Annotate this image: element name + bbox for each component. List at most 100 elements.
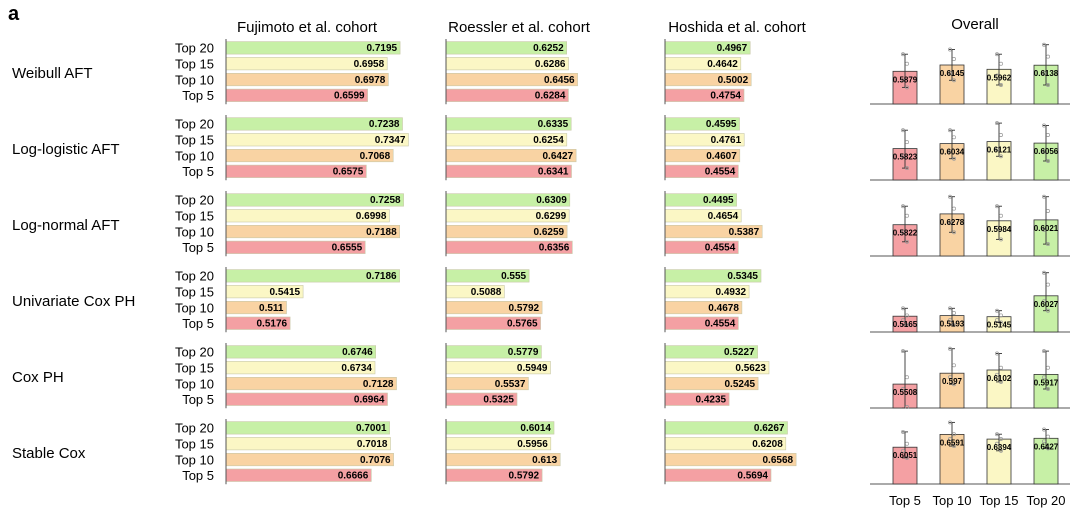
- sample-point: [905, 313, 909, 318]
- value-label: 0.6958: [354, 59, 385, 70]
- overall-title: Overall: [951, 16, 999, 33]
- sample-point: [995, 121, 999, 126]
- sample-point: [948, 71, 952, 76]
- overall-value-label: 0.6394: [987, 443, 1012, 452]
- value-label: 0.5325: [483, 395, 514, 406]
- value-label: 0.5537: [495, 379, 526, 390]
- value-label: 0.4654: [708, 211, 739, 222]
- value-label: 0.7018: [357, 439, 388, 450]
- sample-point: [995, 318, 999, 323]
- value-label: 0.6666: [338, 471, 369, 482]
- tick-label-top-5: Top 5: [182, 88, 214, 103]
- sample-point: [952, 78, 956, 83]
- sample-point: [948, 149, 952, 154]
- value-label: 0.7001: [356, 423, 387, 434]
- value-label: 0.7195: [367, 43, 398, 54]
- value-label: 0.6427: [543, 151, 574, 162]
- sample-point: [948, 128, 952, 133]
- value-label: 0.6335: [538, 119, 569, 130]
- value-label: 0.6746: [342, 347, 373, 358]
- sample-point: [948, 194, 952, 199]
- tick-label-top-10: Top 10: [175, 376, 214, 391]
- sample-point: [999, 437, 1003, 441]
- overall-bar-cox-ph-top-10: [939, 372, 965, 409]
- value-label: 0.4554: [705, 319, 736, 330]
- model-label-log-logistic-aft: Log-logistic AFT: [12, 141, 120, 158]
- value-label: 0.6267: [754, 423, 785, 434]
- sample-point: [952, 432, 956, 437]
- value-label: 0.5176: [257, 319, 288, 330]
- sample-point: [1042, 427, 1046, 432]
- value-label: 0.4642: [707, 59, 738, 70]
- value-label: 0.555: [501, 271, 526, 282]
- sample-point: [999, 448, 1003, 453]
- value-label: 0.6575: [333, 167, 364, 178]
- overall-value-label: 0.597: [942, 377, 963, 386]
- value-label: 0.6998: [356, 211, 387, 222]
- sample-point: [952, 444, 956, 449]
- value-label: 0.6456: [544, 75, 575, 86]
- sample-point: [1042, 349, 1046, 354]
- sample-point: [995, 372, 999, 377]
- value-label: 0.6568: [763, 455, 794, 466]
- sample-point: [901, 448, 905, 453]
- sample-point: [999, 133, 1003, 137]
- value-label: 0.4554: [705, 243, 736, 254]
- tick-label-top-15: Top 15: [175, 133, 214, 148]
- sample-point: [948, 220, 952, 225]
- value-label: 0.7128: [363, 379, 394, 390]
- sample-point: [999, 313, 1003, 318]
- sample-point: [999, 365, 1003, 370]
- tick-label-top-15: Top 15: [175, 209, 214, 224]
- tick-label-top-10: Top 10: [175, 72, 214, 87]
- value-label: 0.6299: [536, 211, 567, 222]
- sample-point: [1046, 159, 1050, 163]
- sample-point: [948, 346, 952, 351]
- sample-point: [905, 166, 909, 171]
- overall-value-label: 0.5165: [893, 320, 918, 329]
- sample-point: [905, 61, 909, 66]
- tick-label-top-15: Top 15: [175, 360, 214, 375]
- sample-point: [901, 204, 905, 209]
- sample-point: [1046, 83, 1050, 87]
- sample-point: [995, 204, 999, 209]
- sample-point: [1042, 227, 1046, 232]
- sample-point: [1046, 308, 1050, 313]
- sample-point: [905, 375, 909, 380]
- sample-point: [905, 239, 909, 244]
- overall-tick-top-20: Top 20: [1026, 493, 1065, 508]
- sample-point: [952, 57, 956, 61]
- value-label: 0.6978: [355, 75, 386, 86]
- value-label: 0.5694: [737, 471, 768, 482]
- overall-value-label: 0.6021: [1034, 224, 1059, 233]
- sample-point: [995, 73, 999, 78]
- value-label: 0.7076: [360, 455, 391, 466]
- value-label: 0.5002: [718, 75, 749, 86]
- sample-point: [995, 52, 999, 57]
- tick-label-top-10: Top 10: [175, 300, 214, 315]
- value-label: 0.5227: [724, 347, 755, 358]
- value-label: 0.7188: [366, 227, 397, 238]
- value-label: 0.5792: [509, 471, 540, 482]
- tick-label-top-10: Top 10: [175, 224, 214, 239]
- sample-point: [952, 135, 956, 140]
- tick-label-top-15: Top 15: [175, 436, 214, 451]
- sample-point: [995, 225, 999, 230]
- overall-value-label: 0.6056: [1034, 147, 1059, 156]
- tick-label-top-10: Top 10: [175, 452, 214, 467]
- sample-point: [901, 128, 905, 133]
- tick-label-top-5: Top 5: [182, 316, 214, 331]
- value-label: 0.6259: [534, 227, 565, 238]
- overall-value-label: 0.5145: [987, 321, 1012, 330]
- model-label-log-normal-aft: Log-normal AFT: [12, 217, 120, 234]
- model-label-univariate-cox-ph: Univariate Cox PH: [12, 293, 135, 310]
- cohort-title-roessler: Roessler et al. cohort: [448, 19, 591, 36]
- sample-point: [905, 405, 909, 409]
- sample-point: [1042, 71, 1046, 76]
- value-label: 0.6254: [533, 135, 564, 146]
- overall-value-label: 0.6102: [987, 374, 1012, 383]
- sample-point: [999, 320, 1003, 325]
- value-label: 0.511: [259, 303, 284, 314]
- overall-value-label: 0.5823: [893, 153, 918, 162]
- sample-point: [901, 429, 905, 434]
